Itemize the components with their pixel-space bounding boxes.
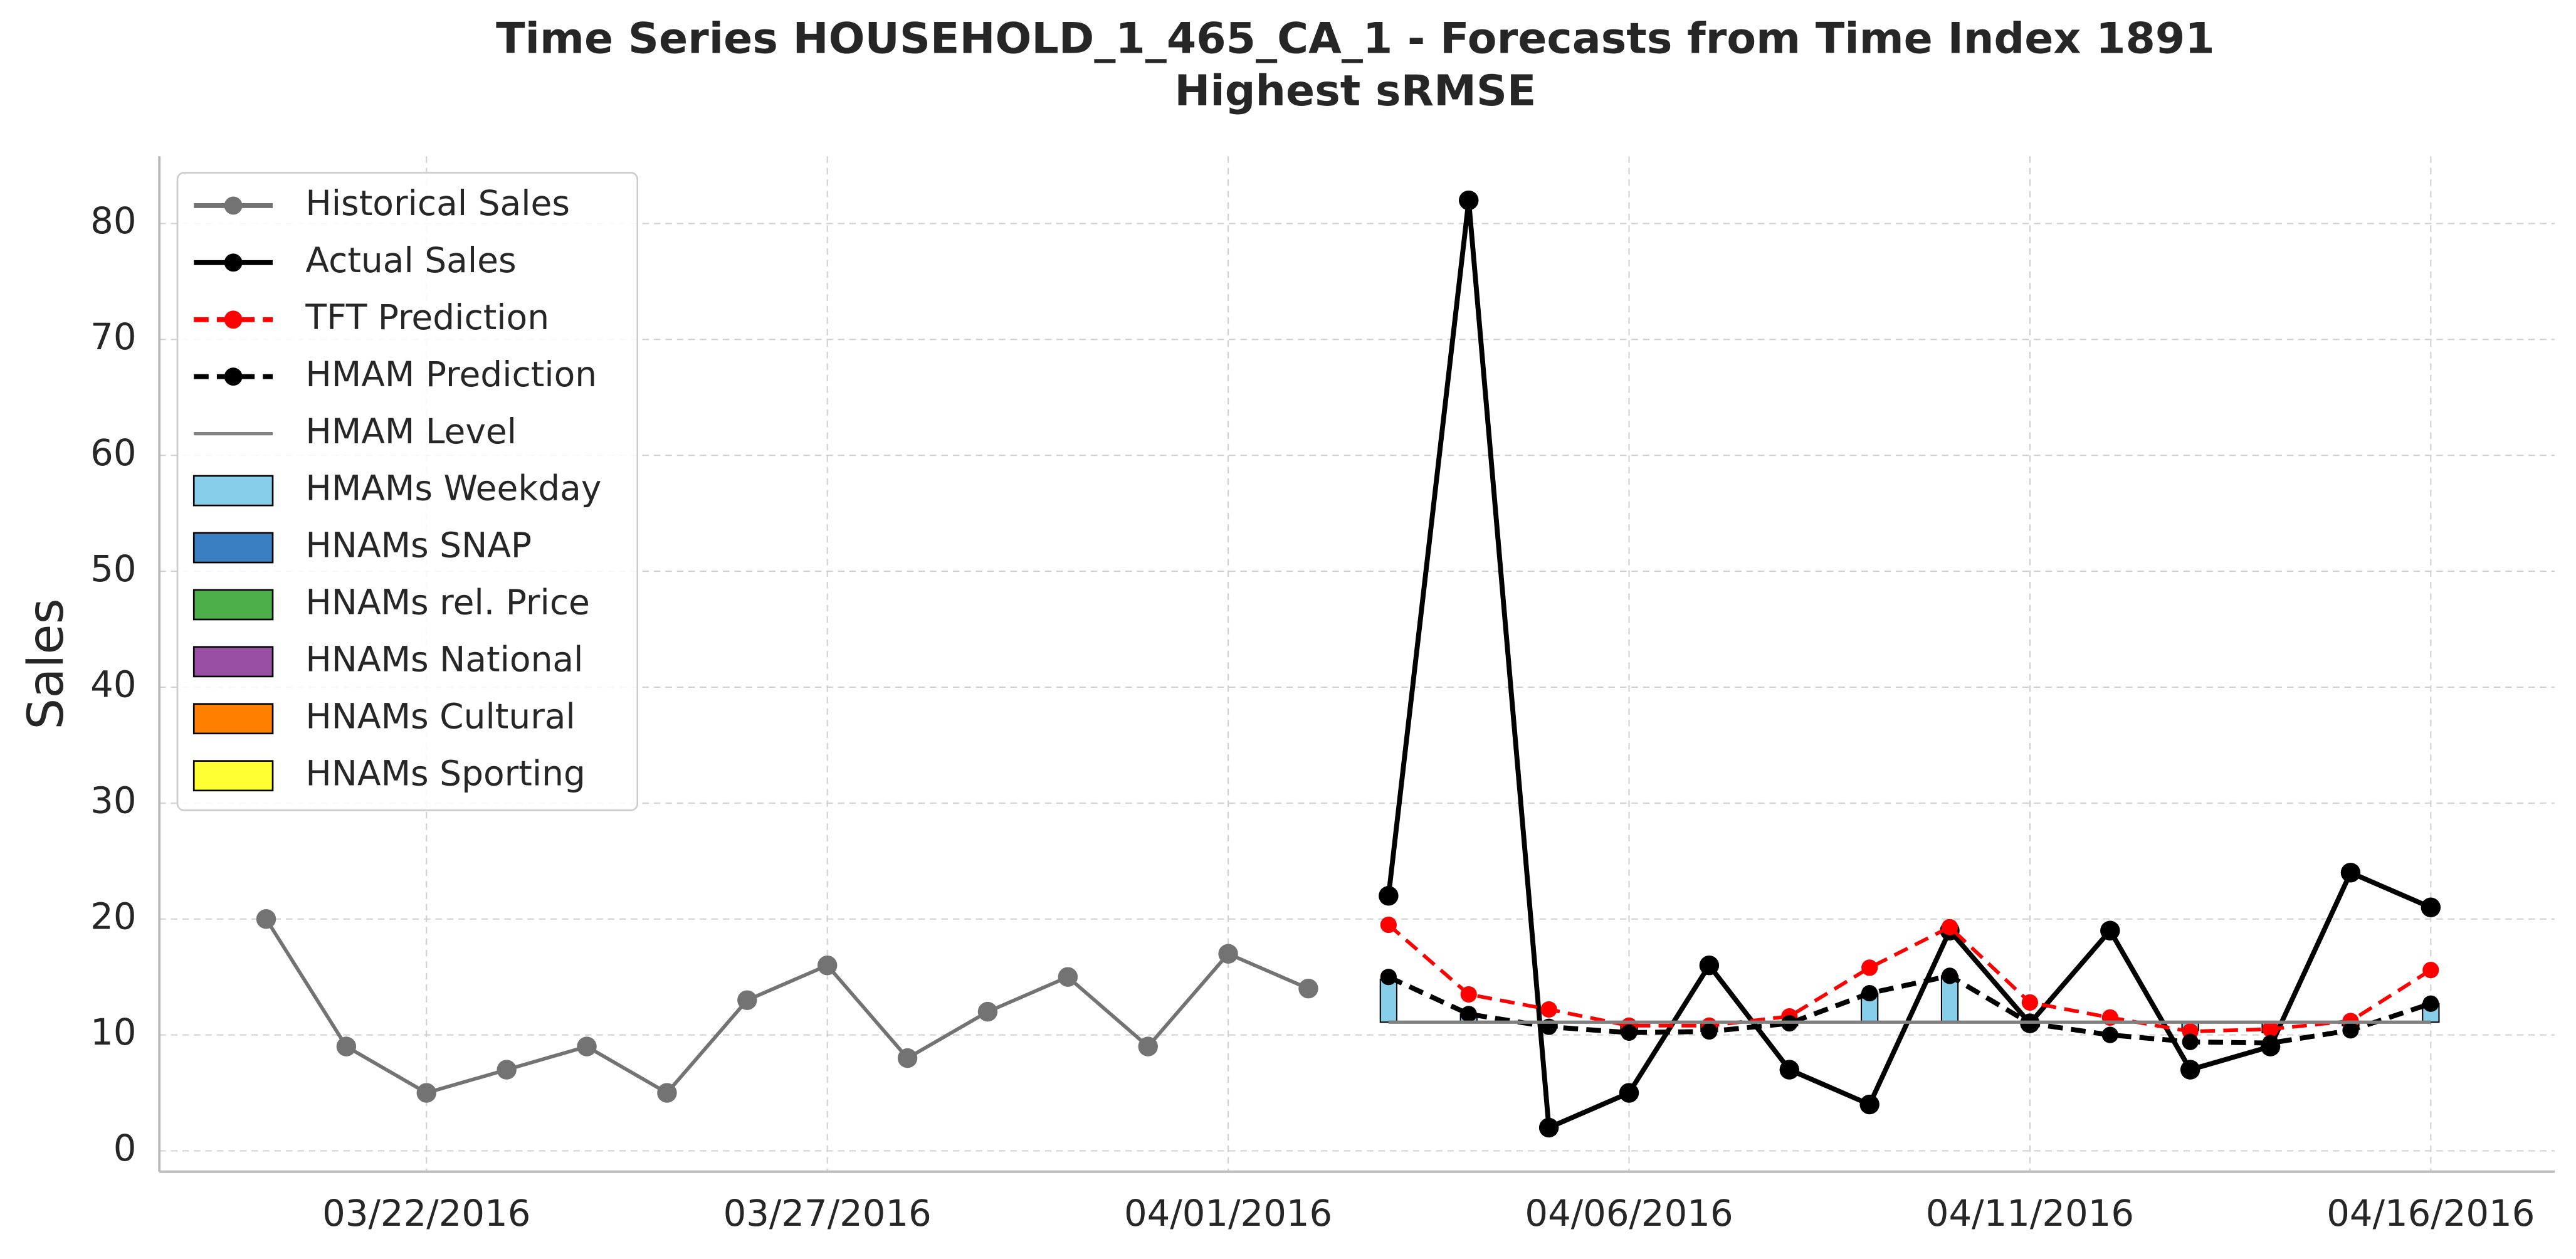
point <box>2340 863 2361 883</box>
legend-label: TFT Prediction <box>305 297 549 337</box>
y-tick-label: 20 <box>90 895 136 937</box>
legend-swatch <box>192 760 274 792</box>
legend <box>176 172 639 811</box>
point <box>1380 969 1397 986</box>
point <box>577 1036 597 1056</box>
x-tick-label: 03/27/2016 <box>723 1192 932 1235</box>
point <box>1138 1036 1158 1056</box>
point <box>1699 955 1720 976</box>
legend-label: HNAMs Cultural <box>305 696 575 736</box>
point <box>256 909 276 929</box>
point <box>2101 1026 2118 1043</box>
point <box>1861 984 1878 1002</box>
y-tick-label: 10 <box>90 1011 136 1053</box>
y-tick-label: 30 <box>90 779 136 822</box>
legend-label: HNAMs National <box>305 639 583 679</box>
point <box>2182 1033 2199 1050</box>
x-tick-label: 03/22/2016 <box>322 1192 530 1235</box>
point <box>1460 1006 1477 1023</box>
legend-label: HNAMs Sporting <box>305 753 586 793</box>
x-tick-label: 04/01/2016 <box>1124 1192 1332 1235</box>
y-axis-label: Sales <box>17 598 75 729</box>
point <box>1621 1024 1638 1041</box>
series-line <box>1387 973 2432 1046</box>
point <box>1859 1094 1879 1115</box>
point <box>2262 1035 2279 1051</box>
series-line <box>1387 923 2432 1033</box>
point <box>2262 1021 2279 1038</box>
legend-label: Actual Sales <box>305 240 516 280</box>
point <box>1218 944 1238 964</box>
x-tick-label: 04/16/2016 <box>2326 1192 2535 1235</box>
legend-label: HMAM Level <box>305 411 517 451</box>
legend-items: Historical Sales Actual Sales TFT Predicti… <box>192 183 601 793</box>
legend-swatch <box>192 646 274 678</box>
point <box>1538 1117 1559 1138</box>
point <box>2422 995 2439 1012</box>
legend-marker <box>224 253 243 272</box>
point <box>1380 916 1397 934</box>
y-tick-label: 70 <box>90 315 136 358</box>
y-tick-label: 0 <box>113 1127 137 1169</box>
legend-label: HMAM Prediction <box>305 354 597 394</box>
point <box>657 1083 677 1103</box>
series-line <box>1385 200 2432 1132</box>
legend-label: HNAMs rel. Price <box>305 582 590 623</box>
point <box>977 1001 998 1022</box>
chart-subtitle: Highest sRMSE <box>1174 66 1536 116</box>
chart-title: Time Series HOUSEHOLD_1_465_CA_1 - Forec… <box>496 14 2215 63</box>
y-tick-label: 80 <box>90 199 136 242</box>
point <box>2422 961 2439 979</box>
point <box>1459 190 1479 211</box>
point <box>1941 919 1958 935</box>
point <box>2421 897 2441 917</box>
point <box>2342 1022 2359 1039</box>
point <box>2180 1060 2200 1080</box>
legend-swatch <box>192 532 274 564</box>
legend-label: HMAMs Weekday <box>305 468 601 508</box>
legend-marker <box>224 310 243 329</box>
legend-label: Historical Sales <box>305 183 570 223</box>
x-tick-label: 04/06/2016 <box>1525 1192 1733 1235</box>
y-tick-label: 50 <box>90 547 136 590</box>
point <box>1540 1001 1557 1018</box>
series-line <box>265 918 1310 1095</box>
y-tick-label: 60 <box>90 431 136 474</box>
point <box>1298 978 1318 999</box>
point <box>2021 994 2039 1011</box>
legend-swatch <box>192 703 274 735</box>
point <box>1861 959 1878 976</box>
point <box>897 1048 918 1068</box>
point <box>737 990 757 1010</box>
point <box>2100 920 2120 940</box>
y-tick-label: 40 <box>90 663 136 706</box>
point <box>817 955 838 976</box>
bar <box>1379 978 1398 1023</box>
legend-label: HNAMs SNAP <box>305 525 532 566</box>
point <box>336 1036 357 1056</box>
x-tick-label: 04/11/2016 <box>1926 1192 2134 1235</box>
plot <box>256 190 2441 1138</box>
point <box>1460 986 1477 1003</box>
point <box>416 1083 437 1103</box>
point <box>1379 886 1399 906</box>
legend-swatch <box>192 589 274 621</box>
point <box>1619 1083 1639 1103</box>
point <box>1941 967 1958 984</box>
legend-marker <box>224 367 243 386</box>
legend-swatch <box>192 475 274 507</box>
legend-marker <box>224 196 243 215</box>
point <box>497 1060 517 1080</box>
point <box>1779 1060 1800 1080</box>
point <box>1058 967 1078 987</box>
point <box>1701 1023 1718 1040</box>
